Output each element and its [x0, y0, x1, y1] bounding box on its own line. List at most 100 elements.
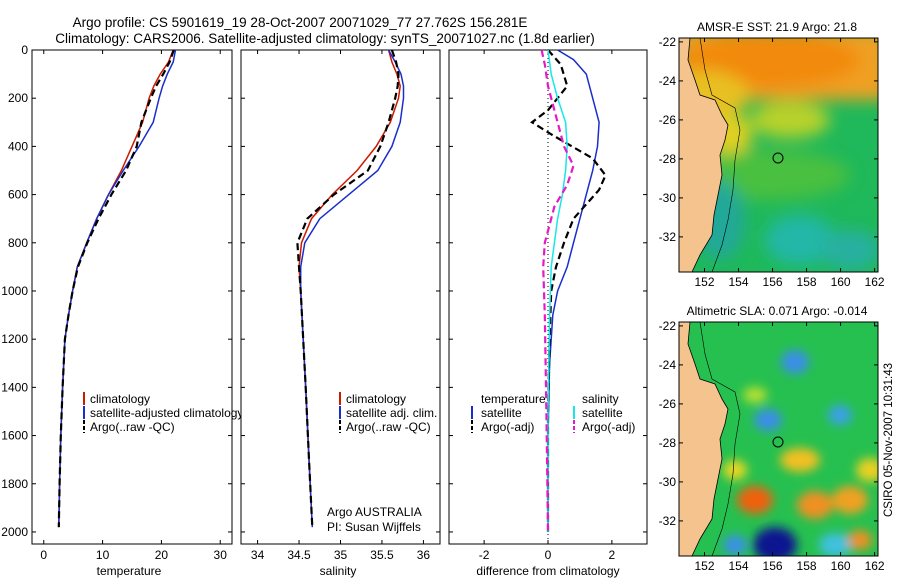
- legend-label-satellite: satellite adj. clim.: [346, 406, 437, 420]
- y-tick-label: 1800: [1, 477, 28, 491]
- lat-tick-label: -28: [659, 436, 677, 450]
- legend-label-climatology: climatology: [346, 392, 406, 406]
- lon-tick-label: 160: [831, 275, 851, 289]
- legend-label-argo: Argo(..raw -QC): [90, 420, 175, 434]
- lat-tick-label: -22: [659, 319, 677, 333]
- lat-tick-label: -24: [659, 358, 677, 372]
- lat-tick-label: -26: [659, 397, 677, 411]
- lon-tick-label: 162: [865, 275, 885, 289]
- x-tick-label: 30: [214, 548, 228, 562]
- series-line-salinity-satellite: [547, 49, 568, 532]
- lat-tick-label: -32: [659, 514, 677, 528]
- sla-map-box: [678, 321, 879, 557]
- lon-tick-label: 152: [694, 275, 714, 289]
- lat-tick-label: -30: [659, 475, 677, 489]
- lat-tick-label: -24: [659, 74, 677, 88]
- salinity-series: [296, 49, 405, 528]
- sst-map-field: [679, 38, 878, 272]
- sst-map-panel: AMSR-E SST: 21.9 Argo: 21.8 152 154 156 158…: [659, 20, 885, 289]
- series-line-salinity-argo-adj: [540, 49, 575, 533]
- y-tick-label: 1200: [1, 332, 28, 346]
- legend-heading-salinity: salinity: [582, 392, 619, 406]
- legend-label-temp-argo: Argo(-adj): [481, 420, 534, 434]
- side-timestamp: CSIRO 05-Nov-2007 10:31:43: [883, 363, 895, 517]
- temperature-xlabel: temperature: [97, 564, 162, 578]
- lon-tick-label: 152: [694, 559, 714, 573]
- sst-shelf-contour: [699, 38, 741, 272]
- lon-tick-label: 156: [763, 559, 783, 573]
- x-tick-label: 10: [96, 548, 110, 562]
- legend-label-argo: Argo(..raw -QC): [346, 420, 431, 434]
- x-tick-label: 34.5: [287, 548, 311, 562]
- y-tick-label: 200: [8, 91, 28, 105]
- sla-map-panel: Altimetric SLA: 0.071 Argo: -0.014: [659, 304, 885, 573]
- sla-argo-marker: [772, 436, 784, 448]
- y-tick-label: 600: [8, 188, 28, 202]
- x-tick-label: 20: [155, 548, 169, 562]
- x-tick-label: -2: [479, 548, 490, 562]
- legend-label-temp-satellite: satellite: [481, 406, 522, 420]
- salinity-xlabel: salinity: [320, 564, 357, 578]
- sla-map-ticks: 152 154 156 158 160 162 -22 -24 -26 -28 -30 -32: [659, 319, 885, 573]
- x-tick-label: 0: [40, 548, 47, 562]
- salinity-axes-box: [240, 49, 441, 545]
- difference-ticks: -2 0 2: [449, 49, 647, 562]
- lat-tick-label: -26: [659, 113, 677, 127]
- lat-tick-label: -22: [659, 35, 677, 49]
- lon-tick-label: 154: [729, 559, 749, 573]
- sla-shelf-contour: [699, 322, 741, 556]
- lon-tick-label: 160: [831, 559, 851, 573]
- legend-label-satellite: satellite-adjusted climatology: [90, 406, 243, 420]
- difference-legend[interactable]: temperature satellite Argo(-adj) salinit…: [471, 392, 635, 434]
- sst-land: [679, 38, 728, 272]
- difference-xlabel: difference from climatology: [476, 564, 619, 578]
- lon-tick-label: 156: [763, 275, 783, 289]
- temperature-series: [57, 49, 177, 528]
- legend-label-climatology: climatology: [90, 392, 150, 406]
- salinity-panel: 34 34.5 35 35.5 36 salinity climatology sate…: [240, 49, 441, 578]
- y-tick-label: 0: [21, 43, 28, 57]
- x-tick-label: 34: [251, 548, 265, 562]
- sla-coastline: [687, 322, 729, 556]
- figure-title-line1: Argo profile: CS 5901619_19 28-Oct-2007 …: [73, 15, 528, 30]
- y-tick-label: 1600: [1, 429, 28, 443]
- y-tick-label: 2000: [1, 525, 28, 539]
- legend-label-sal-argo: Argo(-adj): [582, 420, 635, 434]
- salinity-ticks: 34 34.5 35 35.5 36: [241, 49, 440, 562]
- figure-title-line2: Climatology: CARS2006. Satellite-adjuste…: [55, 31, 595, 46]
- lon-tick-label: 158: [797, 275, 817, 289]
- lon-tick-label: 154: [729, 275, 749, 289]
- x-tick-label: 2: [609, 548, 616, 562]
- x-tick-label: 35.5: [370, 548, 394, 562]
- temperature-panel: 0 10 20 30 0 200 400 600 800 1000 1200 1400 1600 1800…: [1, 43, 243, 578]
- series-line-argo-raw-qc: [296, 49, 400, 528]
- argo-pi-label: PI: Susan Wijffels: [327, 520, 421, 534]
- temperature-axes-box: [31, 49, 233, 545]
- lon-tick-label: 162: [865, 559, 885, 573]
- sst-map-ticks: 152 154 156 158 160 162 -22 -24 -26 -28 -30 -32: [659, 35, 885, 289]
- temperature-legend[interactable]: climatology satellite-adjusted climatolo…: [83, 392, 243, 434]
- sla-land: [679, 322, 728, 556]
- temperature-ticks: 0 10 20 30 0 200 400 600 800 1000 1200 1400 1600 1800…: [1, 43, 232, 562]
- legend-label-sal-satellite: satellite: [582, 406, 623, 420]
- lat-tick-label: -28: [659, 152, 677, 166]
- x-tick-label: 35: [334, 548, 348, 562]
- legend-heading-temperature: temperature: [481, 392, 546, 406]
- sla-map-title: Altimetric SLA: 0.071 Argo: -0.014: [687, 304, 868, 318]
- difference-panel: -2 0 2 difference from climatology tempera…: [448, 49, 648, 578]
- y-tick-label: 800: [8, 236, 28, 250]
- sla-map-field: [679, 322, 878, 556]
- salinity-legend[interactable]: climatology satellite adj. clim. Argo(..…: [339, 392, 437, 434]
- lat-tick-label: -32: [659, 230, 677, 244]
- difference-series: [530, 49, 607, 533]
- sst-map-box: [678, 37, 879, 273]
- y-tick-label: 1000: [1, 284, 28, 298]
- lat-tick-label: -30: [659, 191, 677, 205]
- x-tick-label: 0: [545, 548, 552, 562]
- sst-argo-marker: [772, 152, 784, 164]
- sst-map-title: AMSR-E SST: 21.9 Argo: 21.8: [697, 20, 857, 34]
- sst-coastline: [687, 38, 729, 272]
- series-line-satellite-adjusted-climatology: [58, 49, 177, 528]
- argo-program-label: Argo AUSTRALIA: [327, 505, 422, 519]
